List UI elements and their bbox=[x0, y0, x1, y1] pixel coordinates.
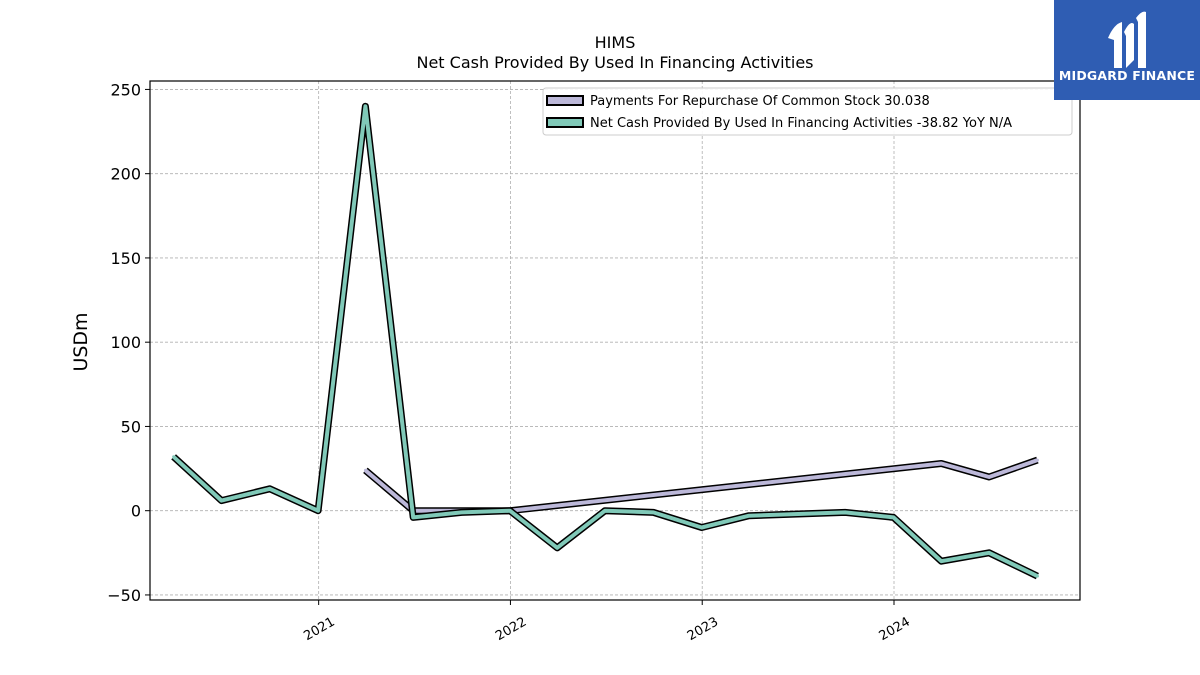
data-point-2 bbox=[411, 515, 415, 519]
legend-swatch bbox=[546, 95, 584, 106]
data-point-2 bbox=[268, 487, 272, 491]
data-point-2 bbox=[603, 509, 607, 513]
data-point-2 bbox=[843, 510, 847, 514]
data-point-2 bbox=[700, 526, 704, 530]
y-tick-label: 100 bbox=[110, 333, 141, 352]
data-point-2 bbox=[987, 551, 991, 555]
y-tick-label: 200 bbox=[110, 165, 141, 184]
data-point-2 bbox=[316, 509, 320, 513]
logo-text: MIDGARD FINANCE bbox=[1058, 68, 1196, 83]
data-point-2 bbox=[891, 515, 895, 519]
data-point-1 bbox=[987, 475, 991, 479]
y-tick-label: 50 bbox=[121, 417, 141, 436]
x-tick-label: 2022 bbox=[493, 615, 529, 645]
y-tick-label: −50 bbox=[107, 586, 141, 605]
legend-label: Net Cash Provided By Used In Financing A… bbox=[590, 116, 1012, 131]
data-point-1 bbox=[1035, 458, 1039, 462]
series-layer bbox=[171, 102, 1039, 580]
grid bbox=[150, 81, 1080, 600]
chart-title: HIMS bbox=[595, 33, 636, 52]
data-point-2 bbox=[172, 455, 176, 459]
legend-label: Payments For Repurchase Of Common Stock … bbox=[590, 94, 930, 109]
data-point-2 bbox=[651, 510, 655, 514]
data-point-1 bbox=[939, 462, 943, 466]
y-tick-label: 250 bbox=[110, 80, 141, 99]
data-point-1 bbox=[363, 468, 367, 472]
legend-swatch bbox=[546, 117, 584, 128]
chart-subtitle: Net Cash Provided By Used In Financing A… bbox=[416, 53, 813, 72]
legend: Payments For Repurchase Of Common Stock … bbox=[542, 87, 1073, 136]
series-line-1 bbox=[364, 458, 1039, 513]
data-point-2 bbox=[1035, 574, 1039, 578]
y-tick-label: 150 bbox=[110, 249, 141, 268]
x-tick-label: 2023 bbox=[685, 615, 721, 645]
data-point-2 bbox=[363, 104, 367, 108]
data-point-2 bbox=[747, 514, 751, 518]
data-point-2 bbox=[460, 510, 464, 514]
plot-frame bbox=[149, 80, 1081, 601]
data-point-2 bbox=[939, 559, 943, 563]
midgard-logo-icon bbox=[1108, 11, 1146, 68]
legend-box bbox=[542, 87, 1073, 136]
x-tick-label: 2021 bbox=[301, 615, 337, 645]
data-point-2 bbox=[555, 546, 559, 550]
data-point-2 bbox=[508, 509, 512, 513]
axes: −50 0 50 100 150 200 250 2021 2022 2023 2024 bbox=[107, 80, 913, 644]
y-tick-label: 0 bbox=[131, 502, 141, 521]
midgard-finance-logo: MIDGARD FINANCE bbox=[1054, 0, 1200, 100]
data-point-2 bbox=[219, 499, 223, 503]
series-line-2 bbox=[172, 104, 1039, 578]
y-axis-label: USDm bbox=[70, 312, 92, 371]
x-tick-label: 2024 bbox=[877, 615, 913, 645]
series-outline-1 bbox=[363, 456, 1039, 515]
